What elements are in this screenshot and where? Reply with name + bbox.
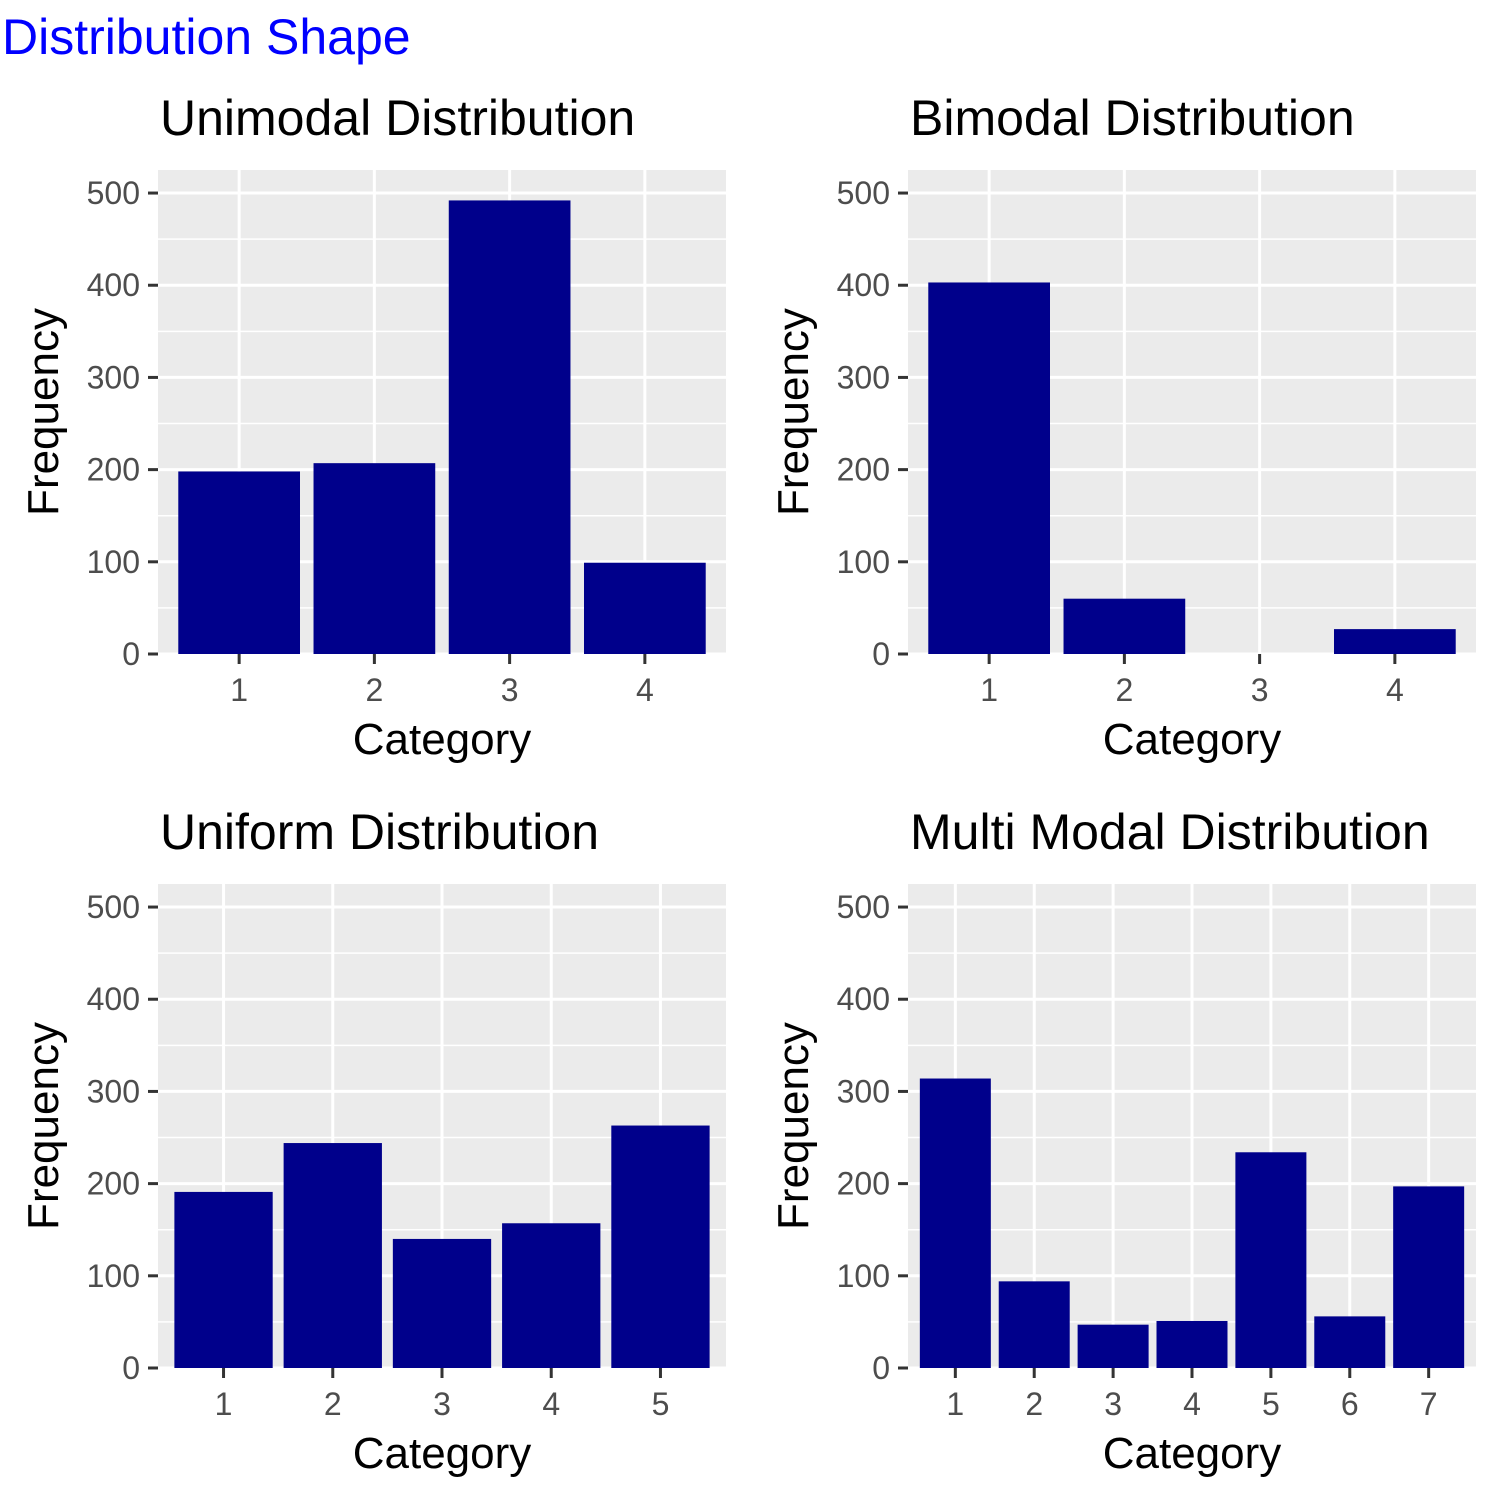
x-tick-label: 1 xyxy=(946,1386,964,1422)
panel-title: Bimodal Distribution xyxy=(910,90,1355,146)
bar-4 xyxy=(1334,629,1456,654)
bar-1 xyxy=(174,1191,273,1368)
x-tick-label: 4 xyxy=(636,672,654,708)
bar-4 xyxy=(502,1223,601,1368)
y-tick-label: 300 xyxy=(837,359,890,395)
y-axis-label: Frequency xyxy=(769,1022,818,1230)
bar-3 xyxy=(392,1238,492,1368)
y-tick-label: 400 xyxy=(87,981,140,1017)
main-title: Distribution Shape xyxy=(2,9,411,65)
y-tick-label: 500 xyxy=(837,889,890,925)
y-tick-label: 400 xyxy=(87,267,140,303)
bar-2 xyxy=(313,463,436,654)
x-tick-label: 1 xyxy=(215,1386,233,1422)
y-tick-label: 200 xyxy=(87,1166,140,1202)
y-tick-label: 500 xyxy=(87,175,140,211)
bar-6 xyxy=(1314,1316,1386,1368)
y-tick-label: 100 xyxy=(837,1258,890,1294)
y-tick-label: 100 xyxy=(87,544,140,580)
x-tick-label: 3 xyxy=(1251,672,1269,708)
y-tick-label: 0 xyxy=(122,1350,140,1386)
x-tick-label: 2 xyxy=(324,1386,342,1422)
panel-title: Unimodal Distribution xyxy=(160,90,635,146)
x-tick-label: 3 xyxy=(1104,1386,1122,1422)
panel-title: Multi Modal Distribution xyxy=(910,804,1430,860)
bar-1 xyxy=(928,282,1050,654)
panel-title: Uniform Distribution xyxy=(160,804,599,860)
x-tick-label: 6 xyxy=(1341,1386,1359,1422)
y-tick-label: 200 xyxy=(837,1166,890,1202)
y-tick-label: 500 xyxy=(837,175,890,211)
bar-4 xyxy=(1156,1320,1228,1368)
bar-2 xyxy=(1063,598,1186,654)
y-tick-label: 0 xyxy=(872,636,890,672)
bar-7 xyxy=(1393,1186,1465,1368)
x-tick-label: 4 xyxy=(1183,1386,1201,1422)
x-tick-label: 2 xyxy=(1025,1386,1043,1422)
bar-1 xyxy=(178,471,300,654)
y-tick-label: 400 xyxy=(837,981,890,1017)
bar-1 xyxy=(919,1078,991,1368)
bar-3 xyxy=(448,200,571,654)
x-tick-label: 5 xyxy=(652,1386,670,1422)
y-axis-label: Frequency xyxy=(19,1022,68,1230)
x-tick-label: 4 xyxy=(542,1386,560,1422)
y-tick-label: 400 xyxy=(837,267,890,303)
bar-5 xyxy=(611,1125,710,1368)
x-axis-label: Category xyxy=(353,1429,532,1478)
bar-2 xyxy=(283,1143,382,1368)
y-tick-label: 300 xyxy=(87,359,140,395)
y-tick-label: 100 xyxy=(837,544,890,580)
x-tick-label: 2 xyxy=(1115,672,1133,708)
y-axis-label: Frequency xyxy=(19,308,68,516)
y-tick-label: 500 xyxy=(87,889,140,925)
panel-3: 0 100 200 300 400 500 1 2 3 4 5 Uniform Distributio… xyxy=(19,804,726,1478)
y-tick-label: 300 xyxy=(87,1073,140,1109)
x-tick-label: 2 xyxy=(365,672,383,708)
y-axis-label: Frequency xyxy=(769,308,818,516)
panel-4: 0 100 200 300 400 500 1 2 3 4 5 6 7 Multi Modal Distr… xyxy=(769,804,1476,1478)
panel-2: 0 100 200 300 400 500 1 2 3 4 Bimodal Distribution… xyxy=(769,90,1476,764)
bar-4 xyxy=(584,562,706,654)
y-tick-label: 100 xyxy=(87,1258,140,1294)
y-tick-label: 300 xyxy=(837,1073,890,1109)
y-tick-label: 0 xyxy=(872,1350,890,1386)
y-tick-label: 200 xyxy=(87,452,140,488)
y-tick-label: 0 xyxy=(122,636,140,672)
x-tick-label: 3 xyxy=(433,1386,451,1422)
x-axis-label: Category xyxy=(1103,1429,1282,1478)
bar-5 xyxy=(1235,1152,1307,1368)
x-tick-label: 4 xyxy=(1386,672,1404,708)
bar-2 xyxy=(998,1281,1070,1368)
panel-1: 0 100 200 300 400 500 1 2 3 4 Unimodal Distributio… xyxy=(19,90,726,764)
x-tick-label: 1 xyxy=(980,672,998,708)
y-tick-label: 200 xyxy=(837,452,890,488)
bar-3 xyxy=(1077,1324,1149,1368)
x-axis-label: Category xyxy=(1103,715,1282,764)
x-axis-label: Category xyxy=(353,715,532,764)
x-tick-label: 3 xyxy=(501,672,519,708)
x-tick-label: 5 xyxy=(1262,1386,1280,1422)
x-tick-label: 7 xyxy=(1420,1386,1438,1422)
x-tick-label: 1 xyxy=(230,672,248,708)
